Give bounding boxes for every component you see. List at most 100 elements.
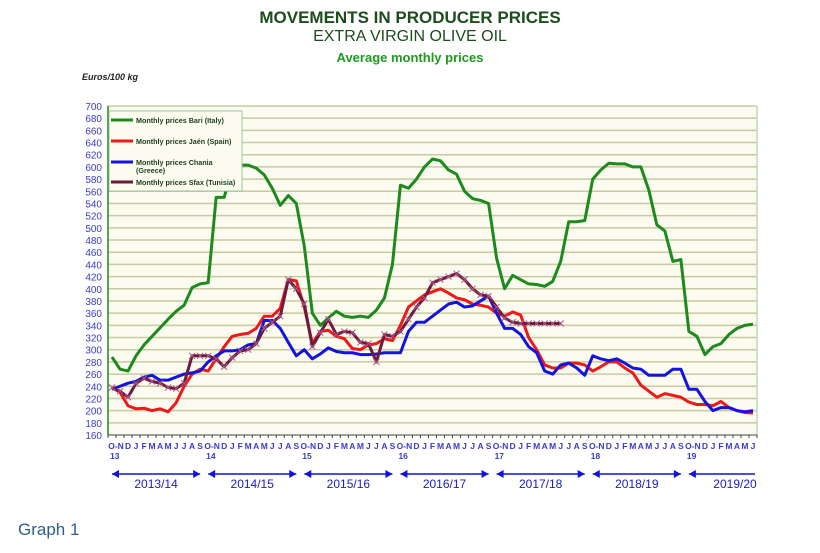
series-line-2 (111, 294, 754, 414)
arrow-head-left (496, 470, 504, 478)
series-marker (509, 318, 516, 326)
chart-subtitle: EXTRA VIRGIN OLIVE OIL (313, 28, 507, 45)
x-month-label: D (317, 441, 323, 451)
series-marker (188, 352, 196, 360)
y-tick-label: 700 (85, 102, 102, 113)
series-marker (252, 340, 260, 347)
x-month-label: M (261, 441, 268, 451)
x-month-label: J (558, 441, 563, 451)
legend-label: Monthly prices Jaén (Spain) (136, 137, 232, 146)
x-month-label: F (526, 441, 531, 451)
arrow-head-left (688, 470, 696, 478)
series-marker (349, 329, 356, 336)
series-marker (156, 379, 164, 387)
y-tick-label: 680 (85, 114, 102, 125)
x-month-label: O-N (108, 441, 124, 451)
y-tick-label: 580 (85, 175, 102, 186)
series-marker (413, 303, 420, 311)
series-marker (533, 320, 541, 327)
y-tick-label: 200 (85, 407, 102, 418)
x-month-label: O-N (493, 441, 509, 451)
arrow-head-right (385, 470, 393, 478)
x-year-label: 15 (302, 451, 312, 461)
x-month-label: A (542, 441, 548, 451)
x-month-label: M (741, 441, 748, 451)
legend-label: Monthly prices Sfax (Tunisia) (136, 178, 236, 187)
series-marker (445, 273, 452, 280)
x-month-label: A (157, 441, 163, 451)
series-marker (284, 276, 292, 283)
x-month-label: F (141, 441, 146, 451)
y-tick-label: 520 (85, 212, 102, 223)
season-label: 2018/19 (615, 477, 659, 491)
x-month-label: J (374, 441, 379, 451)
x-month-label: D (221, 441, 227, 451)
series-marker (501, 314, 508, 322)
x-month-label: A (638, 441, 644, 451)
arrow-head-right (289, 470, 297, 478)
series-marker (332, 331, 340, 338)
x-month-label: M (725, 441, 732, 451)
x-month-label: J (270, 441, 275, 451)
x-month-label: J (326, 441, 331, 451)
series-marker (300, 300, 308, 308)
x-year-label: 18 (591, 451, 601, 461)
y-tick-label: 560 (85, 187, 102, 198)
y-tick-label: 500 (85, 224, 102, 235)
x-month-label: S (678, 441, 684, 451)
y-tick-label: 460 (85, 248, 102, 259)
series-marker (212, 355, 220, 363)
x-month-label: S (197, 441, 203, 451)
y-tick-label: 380 (85, 297, 102, 308)
y-tick-label: 420 (85, 273, 102, 284)
series-marker (485, 292, 492, 300)
series-marker (357, 339, 364, 346)
x-month-label: M (629, 441, 636, 451)
x-month-label: F (430, 441, 435, 451)
series-marker (148, 378, 156, 385)
x-month-label: D (510, 441, 516, 451)
x-month-label: F (622, 441, 627, 451)
x-month-label: J (470, 441, 475, 451)
series-marker (124, 393, 132, 401)
x-month-label: S (293, 441, 299, 451)
series-marker (525, 320, 533, 327)
legend-label-cont: (Greece) (136, 166, 166, 175)
x-month-label: J (182, 441, 187, 451)
chart-subtitle-2: Average monthly prices (336, 50, 484, 65)
x-month-label: O-N (301, 441, 317, 451)
x-month-label: F (718, 441, 723, 451)
x-month-label: J (230, 441, 235, 451)
y-tick-label: 480 (85, 236, 102, 247)
series-marker (557, 320, 565, 327)
arrow-head-right (193, 470, 201, 478)
series-marker (236, 347, 244, 355)
series-marker (517, 320, 524, 327)
series-marker (244, 346, 252, 354)
x-month-label: J (422, 441, 427, 451)
series-marker (132, 379, 140, 387)
series-marker (461, 276, 468, 283)
legend (108, 110, 243, 192)
arrow-head-right (673, 470, 681, 478)
y-tick-label: 160 (85, 431, 102, 442)
x-month-label: J (751, 441, 756, 451)
x-month-label: A (189, 441, 195, 451)
y-tick-label: 440 (85, 260, 102, 271)
y-tick-label: 340 (85, 321, 102, 332)
y-tick-label: 280 (85, 358, 102, 369)
x-month-label: O-N (685, 441, 701, 451)
legend-label: Monthly prices Bari (Italy) (136, 116, 224, 125)
x-month-label: J (278, 441, 283, 451)
x-month-label: O-N (397, 441, 413, 451)
series-marker (341, 328, 348, 335)
x-month-label: J (566, 441, 571, 451)
series-marker (228, 354, 236, 361)
x-month-label: J (654, 441, 659, 451)
season-label: 2014/15 (231, 477, 275, 491)
x-month-label: A (445, 441, 451, 451)
x-month-label: J (134, 441, 139, 451)
y-tick-label: 300 (85, 346, 102, 357)
x-month-label: A (253, 441, 259, 451)
